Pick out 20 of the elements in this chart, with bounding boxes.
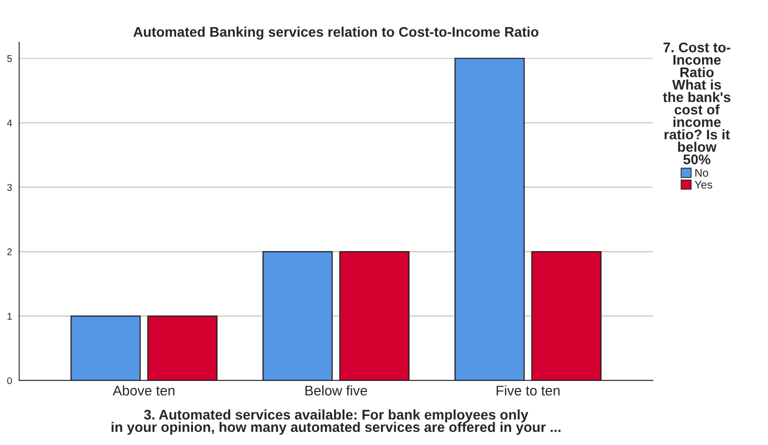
bar [531,251,602,380]
chart-title: Automated Banking services relation to Cost-to-Income Ratio [133,26,538,40]
x-tick-label: Above ten [112,385,174,396]
bar [339,251,410,380]
text: 7. Cost to- Income Ratio What is the bank's cost of income ratio? Is it below 50% [662,42,730,164]
y-tick-label: 0 [7,377,12,384]
y-tick-label: 2 [7,248,12,256]
x-axis-title: 3. Automated services available: For bank employees only in your opinion, how many automated services are offered in your ... [112,409,560,435]
x-tick-label: Five to ten [496,385,560,396]
bar [262,251,333,380]
x-tick-label: Below five [305,385,368,396]
y-tick-label: 1 [8,312,12,320]
bar [454,58,525,380]
y-tick-label: 4 [7,120,12,126]
bar [70,316,141,380]
bar [147,316,218,380]
y-tick-label: 3 [7,184,12,191]
legend-label: No [695,168,708,177]
y-tick-label: 5 [7,55,12,62]
legend-label: Yes [694,180,712,189]
